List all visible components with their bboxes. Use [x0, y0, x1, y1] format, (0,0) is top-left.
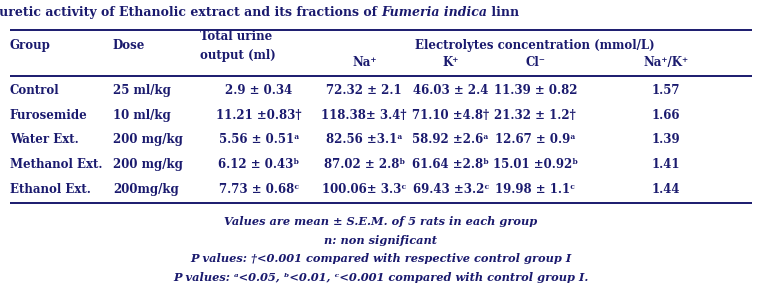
Text: 19.98 ± 1.1ᶜ: 19.98 ± 1.1ᶜ: [495, 183, 575, 196]
Text: Fumeria indica: Fumeria indica: [381, 6, 487, 19]
Text: 1.66: 1.66: [652, 109, 680, 122]
Text: 11.39 ± 0.82: 11.39 ± 0.82: [494, 84, 577, 97]
Text: Na⁺/K⁺: Na⁺/K⁺: [643, 56, 688, 69]
Text: P values: ᵃ<0.05, ᵇ<0.01, ᶜ<0.001 compared with control group I.: P values: ᵃ<0.05, ᵇ<0.01, ᶜ<0.001 compar…: [173, 272, 589, 283]
Text: Cl⁻: Cl⁻: [525, 56, 546, 69]
Text: 72.32 ± 2.1: 72.32 ± 2.1: [326, 84, 402, 97]
Text: Ethanol Ext.: Ethanol Ext.: [10, 183, 91, 196]
Text: Water Ext.: Water Ext.: [10, 134, 78, 146]
Text: 1.44: 1.44: [652, 183, 680, 196]
Text: 200 mg/kg: 200 mg/kg: [113, 158, 183, 171]
Text: 200mg/kg: 200mg/kg: [113, 183, 178, 196]
Text: 100.06± 3.3ᶜ: 100.06± 3.3ᶜ: [322, 183, 406, 196]
Text: 71.10 ±4.8†: 71.10 ±4.8†: [412, 109, 489, 122]
Text: 1.57: 1.57: [652, 84, 680, 97]
Text: Total urine: Total urine: [200, 30, 272, 43]
Text: Group: Group: [10, 39, 51, 52]
Text: 25 ml/kg: 25 ml/kg: [113, 84, 171, 97]
Text: 118.38± 3.4†: 118.38± 3.4†: [322, 109, 407, 122]
Text: 10 ml/kg: 10 ml/kg: [113, 109, 171, 122]
Text: 46.03 ± 2.4: 46.03 ± 2.4: [413, 84, 488, 97]
Text: 87.02 ± 2.8ᵇ: 87.02 ± 2.8ᵇ: [324, 158, 405, 171]
Text: Furosemide: Furosemide: [10, 109, 88, 122]
Text: 21.32 ± 1.2†: 21.32 ± 1.2†: [495, 109, 576, 122]
Text: linn: linn: [487, 6, 519, 19]
Text: 200 mg/kg: 200 mg/kg: [113, 134, 183, 146]
Text: output (ml): output (ml): [200, 49, 275, 62]
Text: 7.73 ± 0.68ᶜ: 7.73 ± 0.68ᶜ: [219, 183, 299, 196]
Text: 58.92 ±2.6ᵃ: 58.92 ±2.6ᵃ: [412, 134, 489, 146]
Text: Dose: Dose: [113, 39, 145, 52]
Text: Na⁺: Na⁺: [352, 56, 376, 69]
Text: 82.56 ±3.1ᵃ: 82.56 ±3.1ᵃ: [326, 134, 402, 146]
Text: 1.41: 1.41: [652, 158, 680, 171]
Text: Values are mean ± S.E.M. of 5 rats in each group: Values are mean ± S.E.M. of 5 rats in ea…: [224, 216, 538, 227]
Text: P values: †<0.001 compared with respective control group I: P values: †<0.001 compared with respecti…: [190, 253, 572, 264]
Text: 5.56 ± 0.51ᵃ: 5.56 ± 0.51ᵃ: [219, 134, 299, 146]
Text: Electrolytes concentration (mmol/L): Electrolytes concentration (mmol/L): [415, 39, 655, 52]
Text: 1.39: 1.39: [652, 134, 680, 146]
Text: 61.64 ±2.8ᵇ: 61.64 ±2.8ᵇ: [412, 158, 489, 171]
Text: 2.9 ± 0.34: 2.9 ± 0.34: [226, 84, 293, 97]
Text: 15.01 ±0.92ᵇ: 15.01 ±0.92ᵇ: [493, 158, 578, 171]
Text: 6.12 ± 0.43ᵇ: 6.12 ± 0.43ᵇ: [219, 158, 299, 171]
Text: 11.21 ±0.83†: 11.21 ±0.83†: [216, 109, 302, 122]
Text: Methanol Ext.: Methanol Ext.: [10, 158, 102, 171]
Text: Table 1. Diuretic activity of Ethanolic extract and its fractions of: Table 1. Diuretic activity of Ethanolic …: [0, 6, 381, 19]
Text: Control: Control: [10, 84, 59, 97]
Text: 69.43 ±3.2ᶜ: 69.43 ±3.2ᶜ: [412, 183, 489, 196]
Text: 12.67 ± 0.9ᵃ: 12.67 ± 0.9ᵃ: [495, 134, 575, 146]
Text: K⁺: K⁺: [443, 56, 459, 69]
Text: n: non significant: n: non significant: [325, 235, 437, 246]
